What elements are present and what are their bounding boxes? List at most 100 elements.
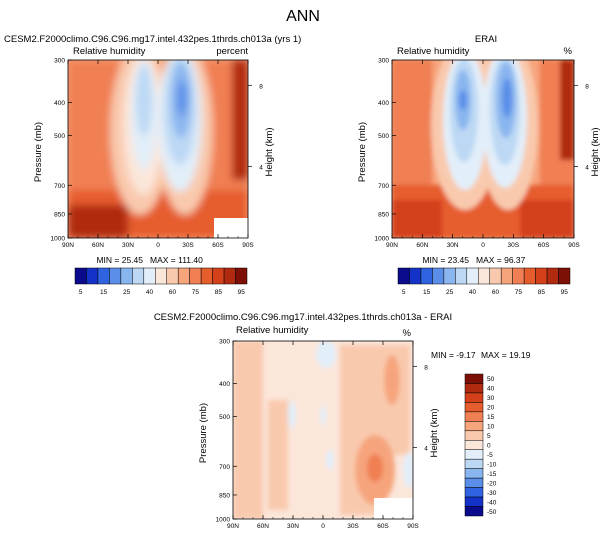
colorbar-swatch [455,267,468,285]
colorbar-swatch [464,402,484,413]
colorbar-label: 30 [487,395,495,402]
x-tick-label: 60S [538,242,550,249]
panel-obs-axes: 90N 60N 30N 0 30S 60S 90S 300 400 500 700 850 1000 Pr… [357,58,601,250]
x-tick-label: 90N [386,242,398,249]
y-tick-label: 1000 [375,236,390,243]
colorbar-swatch [97,267,110,285]
colorbar-swatch [212,267,225,285]
colorbar-swatch [464,440,484,450]
colorbar-swatch [432,267,445,285]
colorbar-swatch [464,496,484,507]
panel-model-units: percent [216,46,248,57]
colorbar-swatch [143,267,156,285]
x-tick-label: 0 [321,523,325,530]
panel-diff-axes: 90N 60N 30N 0 30S 60S 90S 300 400 500 700 850 1000 Pr… [198,339,440,531]
colorbar-swatch [478,267,490,285]
y-tick-label: 500 [219,414,230,421]
y-tick-label: 300 [378,58,389,65]
colorbar-swatch [420,267,433,285]
colorbar-label: 5 [79,289,83,296]
x-tick-label: 30N [447,242,459,249]
y-tick-label: 300 [219,339,230,346]
y-tick-label: 1000 [216,517,231,524]
colorbar-label: 5 [487,433,491,440]
colorbar-swatch [223,267,236,285]
y-tick-label: 1000 [51,236,66,243]
panel-model-variable: Relative humidity [73,46,146,57]
colorbar-swatch [464,373,484,384]
colorbar-label: -50 [487,509,497,516]
colorbar-label: -20 [487,480,497,487]
right-tick-label: 8 [259,83,263,90]
colorbar-swatch [464,458,484,469]
colorbar-label: 15 [423,289,431,296]
x-tick-label: 90S [568,242,580,249]
colorbar-label: 95 [238,289,246,296]
colorbar-swatch [464,411,484,422]
y-tick-label: 850 [378,211,389,218]
colorbar-swatch [500,267,513,285]
colorbar-swatch [109,267,122,285]
colorbar-label: -15 [487,471,497,478]
colorbar-label: -10 [487,461,497,468]
x-tick-label: 30S [182,242,194,249]
panel-model-axes: 90N 60N 30N 0 30S 60S 90S 300 400 500 700 850 1000 Pr… [33,58,275,250]
y-axis-label: Pressure (mb) [357,122,368,182]
y-tick-label: 300 [54,58,65,65]
colorbar-label: 75 [515,289,523,296]
colorbar-swatch [155,267,167,285]
colorbar-swatch [200,267,213,285]
x-tick-label: 60N [257,523,269,530]
colorbar-label: 40 [487,386,495,393]
panel-obs-title: ERAI [475,34,497,45]
y-tick-label: 400 [378,100,389,107]
colorbar-label: 60 [492,289,500,296]
colorbar-label: 0 [487,443,491,450]
colorbar-label: 25 [446,289,454,296]
x-tick-label: 60S [377,523,389,530]
panel-obs-min-label: MIN = 23.45 [422,255,469,265]
colorbar-swatch [464,506,484,517]
colorbar-label: 15 [100,289,108,296]
colorbar-swatch [464,392,484,403]
colorbar-label: -40 [487,499,497,506]
x-tick-label: 30N [287,523,299,530]
colorbar-swatch [86,267,99,285]
panel-diff-min-label: MIN = -9.17 [431,350,476,360]
colorbar-swatch [177,267,190,285]
colorbar-swatch [189,267,202,285]
colorbar-label: 5 [402,289,406,296]
x-tick-label: 60N [92,242,104,249]
right-axis-label: Height (km) [590,127,601,176]
x-tick-label: 30S [508,242,520,249]
right-tick-label: 4 [259,164,263,171]
panel-diff-title: CESM2.F2000climo.C96.C96.mg17.intel.432p… [154,312,452,323]
colorbar-label: 50 [487,376,495,383]
x-tick-label: 60S [212,242,224,249]
colorbar-swatch [523,267,536,285]
right-tick-label: 8 [424,364,428,371]
colorbar-swatch [443,267,456,285]
colorbar-swatch [535,267,548,285]
y-axis-label: Pressure (mb) [198,403,209,463]
colorbar-swatch [397,267,410,285]
y-tick-label: 700 [219,464,230,471]
x-tick-label: 60N [416,242,428,249]
y-tick-label: 400 [219,381,230,388]
colorbar-swatch [464,487,484,498]
panel-model-title: CESM2.F2000climo.C96.C96.mg17.intel.432p… [4,34,301,45]
colorbar-swatch [464,449,484,460]
y-tick-label: 500 [54,133,65,140]
colorbar-swatch [235,267,248,285]
colorbar-swatch [464,468,484,479]
panel-model-min-label: MIN = 25.45 [96,255,143,265]
panel-diff-units: % [403,328,412,339]
panel-model-max-label: MAX = 111.40 [150,255,203,265]
y-axis-label: Pressure (mb) [33,122,44,182]
panel-obs-variable: Relative humidity [397,46,470,57]
right-tick-label: 4 [424,445,428,452]
page-title: ANN [286,8,320,25]
colorbar-swatch [558,267,571,285]
y-tick-label: 850 [54,211,65,218]
